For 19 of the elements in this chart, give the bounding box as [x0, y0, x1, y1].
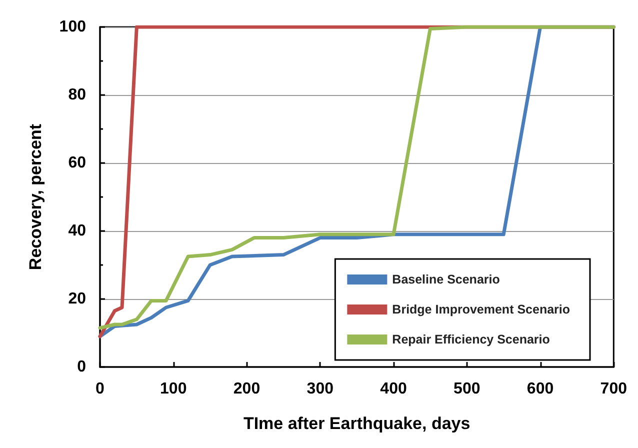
x-tick-label: 700 [600, 380, 628, 398]
x-tick-label: 600 [526, 380, 554, 398]
y-axis-title: Recovery, percent [26, 124, 45, 270]
legend-label: Repair Efficiency Scenario [392, 332, 550, 346]
x-tick-label: 100 [160, 380, 187, 398]
y-tick-label: 60 [68, 154, 86, 172]
x-axis-title: TIme after Earthquake, days [243, 414, 470, 433]
y-tick-label: 80 [68, 86, 86, 104]
x-tick-label: 400 [380, 380, 407, 398]
x-tick-label: 300 [306, 380, 334, 398]
x-tick-label: 500 [454, 380, 480, 398]
y-tick-label: 20 [68, 290, 86, 308]
x-tick-label: 200 [233, 380, 260, 398]
legend-label: Baseline Scenario [392, 272, 500, 286]
y-tick-label: 100 [59, 18, 86, 36]
y-tick-label: 40 [68, 222, 86, 240]
y-tick-label: 0 [77, 358, 86, 376]
x-tick-label: 0 [96, 380, 105, 398]
legend-label: Bridge Improvement Scenario [392, 302, 570, 316]
